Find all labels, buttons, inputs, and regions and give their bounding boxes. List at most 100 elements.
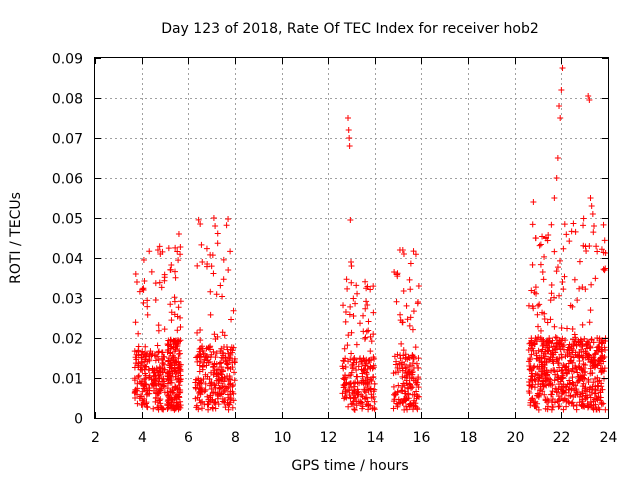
data-point [392,390,399,397]
data-point [170,355,177,362]
data-point [175,365,182,372]
x-tick-label: 16 [413,430,431,446]
data-point [403,403,410,410]
data-point [219,375,226,382]
data-point [199,363,206,370]
data-point [543,358,550,365]
data-point [195,377,202,384]
data-point [177,337,184,344]
x-tick-label: 6 [184,430,193,446]
data-point [528,395,535,402]
data-point [398,361,405,368]
data-point [175,406,182,413]
data-point [528,335,535,342]
data-point [415,374,422,381]
data-point [553,388,560,395]
data-point [357,400,364,407]
data-point [591,396,598,403]
data-point [208,385,215,392]
data-point [534,311,541,318]
data-point [220,276,227,283]
data-point [345,332,352,339]
data-point [171,298,178,305]
data-point [363,285,370,292]
data-point [576,258,583,265]
data-point [526,389,533,396]
data-point [195,216,202,223]
data-point [536,301,543,308]
data-point [585,403,592,410]
data-point [358,399,365,406]
data-point [370,309,377,316]
data-point [154,247,161,253]
data-point [564,325,571,332]
data-point [570,342,577,349]
y-tick-label: 0.05 [52,212,83,228]
data-point [560,362,567,369]
data-point [176,361,183,368]
data-point [347,380,354,387]
data-point [407,286,414,293]
data-point [410,308,417,315]
data-point [565,386,572,393]
data-point [598,401,605,408]
data-point [586,97,593,103]
data-point [343,394,350,401]
data-point [400,380,407,387]
data-point [371,398,378,405]
data-point [344,342,351,349]
data-point [203,263,210,270]
data-point [571,331,578,338]
data-point [350,312,357,319]
data-point [342,309,349,316]
data-point [588,336,595,343]
data-point [143,391,150,398]
data-point [144,303,151,310]
data-point [551,248,558,255]
data-point [227,248,234,255]
data-point [595,349,602,356]
data-point [132,271,139,277]
data-point [577,338,584,345]
data-point [559,367,566,374]
data-point [133,387,140,394]
data-point [565,344,572,351]
data-point [153,394,160,401]
data-point [584,353,591,360]
data-point [588,281,595,288]
data-point [161,277,168,284]
data-point [597,389,604,396]
data-point [215,401,222,408]
data-point [565,398,572,405]
data-point [589,211,596,217]
data-point [348,329,355,336]
data-point [175,393,182,400]
data-point [197,399,204,406]
data-point [221,387,228,394]
data-point [547,356,554,363]
data-point [353,282,360,289]
data-point [158,385,165,392]
data-point [359,361,366,368]
data-point [173,402,180,409]
data-point [199,259,206,265]
data-point [556,292,563,299]
data-point [415,355,422,362]
data-point [572,336,579,343]
data-point [582,286,589,293]
tick-marks [95,58,609,419]
data-point [353,366,360,373]
data-point [579,375,586,382]
data-point [589,383,596,390]
data-point [212,384,219,391]
data-point [398,387,405,394]
data-point [157,396,164,403]
data-point [342,363,349,370]
data-point [542,374,549,381]
data-point [198,241,205,248]
data-point [409,326,416,333]
data-point [170,344,177,351]
data-point [535,323,542,330]
data-point [411,391,418,398]
data-point [576,352,583,359]
